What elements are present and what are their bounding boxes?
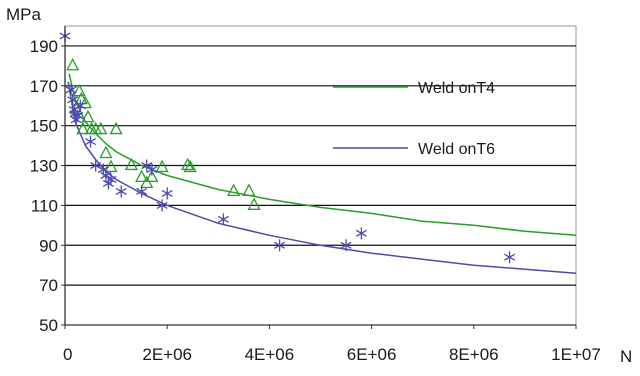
data-point-t6 — [504, 251, 516, 264]
x-axis-title: N — [620, 347, 632, 366]
asterisk-stroke — [65, 86, 77, 94]
data-point-t4 — [78, 95, 93, 109]
data-point-t4 — [66, 57, 80, 71]
data-point-t6 — [72, 109, 84, 122]
data-point-t6 — [146, 163, 158, 176]
asterisk-stroke — [355, 229, 367, 237]
data-point-t6 — [161, 187, 173, 200]
legend: Weld onT4 Weld onT6 — [333, 80, 495, 158]
data-point-t4 — [183, 159, 197, 173]
data-point-t6 — [70, 113, 82, 126]
data-point-t6 — [340, 239, 352, 252]
asterisk-stroke — [100, 171, 112, 180]
asterisk-stroke — [504, 253, 516, 261]
legend-label: Weld onT6 — [418, 141, 495, 158]
data-point-t6 — [85, 135, 97, 148]
asterisk-stroke — [146, 165, 158, 174]
y-tick-label: 150 — [30, 117, 58, 136]
data-markers — [59, 29, 516, 264]
data-point-t4 — [109, 121, 123, 135]
x-tick-label: 6E+06 — [347, 345, 397, 364]
asterisk-stroke — [141, 161, 153, 170]
data-point-t6 — [105, 173, 117, 186]
y-tick-label: 110 — [31, 196, 58, 215]
data-point-t4 — [135, 169, 149, 183]
data-point-t4 — [155, 159, 169, 173]
data-point-t6 — [141, 159, 153, 172]
x-tick-label: 1E+07 — [551, 345, 601, 364]
data-point-t6 — [355, 227, 367, 240]
data-point-t4 — [181, 157, 195, 171]
y-tick-label: 170 — [30, 77, 58, 96]
data-point-t4 — [140, 175, 154, 189]
y-axis-title: MPa — [6, 5, 42, 24]
asterisk-stroke — [97, 165, 109, 174]
y-tick-label: 130 — [30, 157, 58, 176]
data-point-t6 — [100, 169, 112, 182]
asterisk-stroke — [274, 241, 286, 249]
plot-background — [64, 25, 577, 326]
data-point-t6 — [115, 185, 127, 198]
x-tick-label: 0 — [63, 345, 72, 364]
data-point-t6 — [136, 185, 148, 198]
data-point-t6 — [67, 93, 79, 106]
data-point-t4 — [76, 121, 90, 135]
tick-labels: 50 70 90 110 130 150 170 190 0 2E+06 4E+06 6E+06 8E+… — [30, 37, 601, 364]
data-point-t6 — [65, 83, 77, 96]
trend-lines — [67, 73, 577, 274]
y-tick-label: 50 — [39, 316, 58, 335]
y-tick-label: 90 — [39, 236, 58, 255]
y-tick-label: 190 — [30, 37, 58, 56]
x-tick-label: 2E+06 — [142, 345, 192, 364]
asterisk-stroke — [217, 215, 229, 223]
asterisk-stroke — [85, 138, 97, 146]
asterisk-stroke — [156, 201, 168, 209]
data-point-t6 — [102, 177, 114, 190]
asterisk-stroke — [340, 241, 352, 249]
data-point-t4 — [99, 145, 113, 159]
asterisk-stroke — [105, 175, 117, 184]
data-point-t6 — [274, 239, 286, 252]
data-point-t4 — [81, 109, 95, 123]
asterisk-stroke — [90, 161, 102, 170]
legend-label: Weld onT4 — [418, 80, 495, 97]
x-tick-label: 8E+06 — [449, 345, 499, 364]
data-point-t6 — [217, 213, 229, 226]
trend-line-weld-ont6 — [67, 81, 577, 274]
asterisk-stroke — [115, 187, 127, 196]
asterisk-stroke — [102, 179, 114, 188]
x-tick-label: 4E+06 — [245, 345, 295, 364]
axes — [61, 26, 577, 329]
asterisk-stroke — [67, 96, 79, 104]
data-point-t4 — [242, 183, 256, 196]
asterisk-stroke — [70, 116, 82, 124]
y-tick-label: 70 — [39, 276, 58, 295]
data-point-t4 — [72, 83, 86, 97]
asterisk-stroke — [72, 112, 84, 120]
plot-area — [64, 25, 577, 326]
trend-line-weld-ont4 — [68, 73, 577, 237]
data-point-t4 — [94, 121, 108, 135]
data-point-t4 — [227, 183, 241, 196]
data-point-t6 — [156, 199, 168, 212]
asterisk-stroke — [74, 102, 86, 110]
asterisk-stroke — [136, 187, 148, 196]
data-point-t4 — [145, 169, 159, 183]
data-point-t4 — [247, 197, 261, 210]
data-point-t4 — [124, 157, 139, 171]
data-point-t6 — [74, 99, 86, 112]
asterisk-stroke — [161, 189, 173, 198]
gridlines — [65, 45, 576, 286]
